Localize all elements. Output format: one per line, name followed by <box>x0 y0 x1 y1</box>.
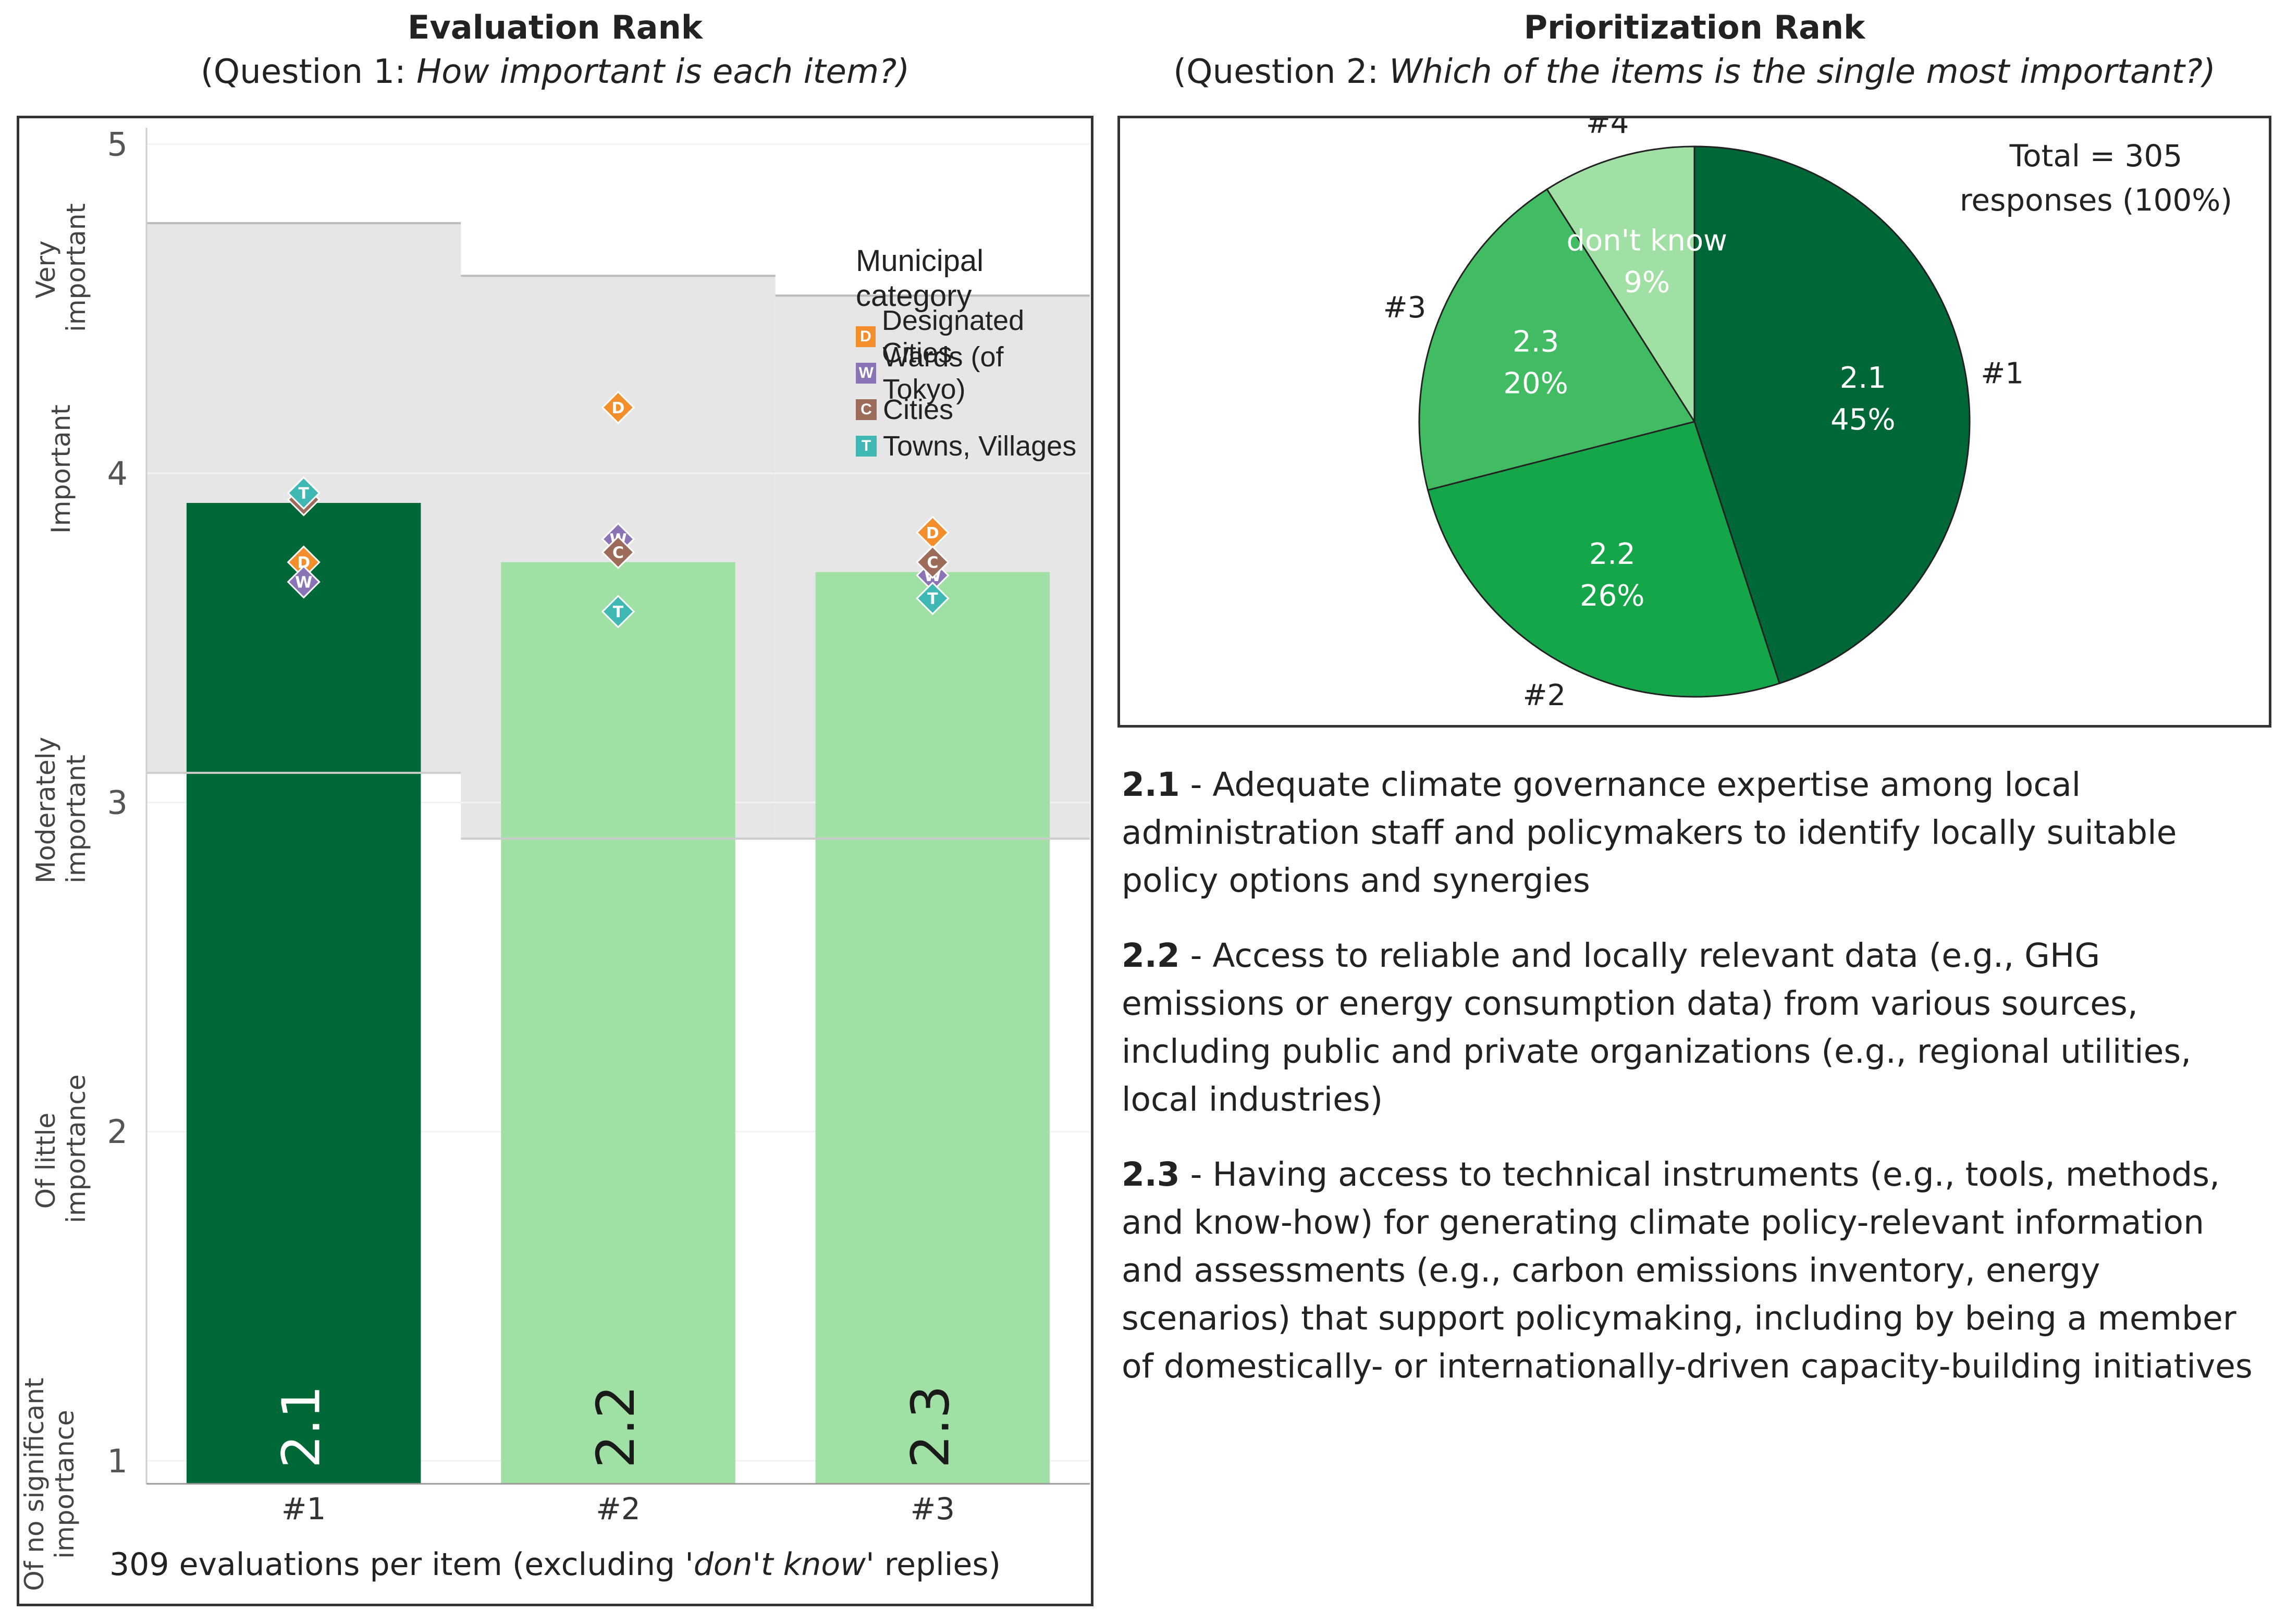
prioritization-pie-chart: #1 #2 #3 #4 2.1 45% 2.2 26% 2.3 20% don't know 9% <box>1383 118 2024 712</box>
y-tick-label: 3 <box>107 784 128 822</box>
left-sub-italic: How important is each item?) <box>416 53 910 91</box>
municipal-legend-title: Municipal category <box>856 244 984 313</box>
legend-swatch-w: W <box>856 363 877 384</box>
x-tick-label: #1 <box>281 1491 326 1527</box>
bar-label: 2.3 <box>900 1385 961 1468</box>
item-descriptions: 2.1 - Adequate climate governance expert… <box>1122 761 2268 1418</box>
description-2-2: 2.2 - Access to reliable and locally rel… <box>1122 932 2268 1124</box>
x-tick-label: #3 <box>911 1491 955 1527</box>
legend-label-wards: Wards (of Tokyo) <box>882 341 1004 405</box>
pie-rank-label: #3 <box>1383 291 1427 325</box>
pie-percent-label: 45% <box>1830 403 1895 437</box>
right-title-main: Prioritization Rank <box>1523 8 1865 46</box>
municipal-point-label: D <box>612 399 625 417</box>
footnote-italic: 'don't know' <box>685 1546 875 1583</box>
pie-slice <box>1418 188 1696 491</box>
municipal-point <box>916 545 950 579</box>
legend-label-towns: Towns, Villages <box>883 430 1077 462</box>
right-sub-prefix: (Question 2: <box>1173 53 1390 91</box>
municipal-point-label: T <box>927 590 938 608</box>
municipal-point-label: T <box>298 485 309 503</box>
y-tick-label: 4 <box>107 454 128 493</box>
legend-row-cities: C Cities <box>856 391 1091 428</box>
legend-label-designated: Designated Cities <box>881 305 1025 368</box>
municipal-point-label: W <box>295 574 312 592</box>
pie-percent-label: 20% <box>1503 366 1568 400</box>
right-sub-italic: Which of the items is the single most im… <box>1389 53 2216 91</box>
pie-item-label: don't know <box>1566 224 1727 258</box>
evaluation-footnote: 309 evaluations per item (excluding 'don… <box>19 1546 1091 1583</box>
municipal-point <box>601 595 635 629</box>
pie-percent-label: 9% <box>1624 266 1670 300</box>
y-tick-label: 2 <box>107 1113 128 1151</box>
pie-slice <box>1693 145 1971 685</box>
pie-total-note: Total = 305 responses (100%) <box>1960 134 2232 223</box>
municipal-point-label: C <box>927 554 938 572</box>
bar <box>815 572 1050 1484</box>
description-text: - Adequate climate governance expertise … <box>1122 766 2177 900</box>
ycat-moderately-important: Moderately important <box>31 736 91 883</box>
pie-rank-label: #4 <box>1586 118 1629 140</box>
legend-row-wards: W Wards (of Tokyo) <box>856 341 1091 405</box>
pie-item-label: 2.2 <box>1589 537 1636 571</box>
description-text: - Access to reliable and locally relevan… <box>1122 937 2192 1118</box>
pie-item-label: 2.1 <box>1840 361 1886 395</box>
left-title-sub: (Question 1: How important is each item?… <box>16 55 1095 89</box>
municipal-point-label: C <box>612 544 624 562</box>
bar-label: 2.2 <box>585 1385 646 1468</box>
pie-percent-label: 26% <box>1580 579 1644 613</box>
municipal-point <box>916 582 950 616</box>
ycat-of-little-importance: Of little importance <box>31 1074 91 1223</box>
description-text: - Having access to technical instruments… <box>1122 1155 2253 1385</box>
bar <box>501 562 735 1484</box>
ycat-very-important: Very important <box>31 203 91 332</box>
legend-row-designated: D Designated Cities <box>856 305 1091 368</box>
pie-rank-label: #2 <box>1523 679 1566 712</box>
left-title-main: Evaluation Rank <box>408 8 703 46</box>
description-2-1: 2.1 - Adequate climate governance expert… <box>1122 761 2268 905</box>
pie-slice <box>1546 145 1695 425</box>
right-title-sub: (Question 2: Which of the items is the s… <box>1119 55 2270 89</box>
legend-label-cities: Cities <box>883 394 954 425</box>
y-tick-label: 1 <box>107 1442 128 1480</box>
description-id: 2.3 <box>1122 1155 1180 1194</box>
municipal-point-label: D <box>926 524 939 543</box>
municipal-point <box>601 535 635 569</box>
left-title: Evaluation Rank (Question 1: How importa… <box>16 11 1095 89</box>
footnote-prefix: 309 evaluations per item (excluding <box>109 1546 685 1583</box>
legend-swatch-c: C <box>856 399 877 420</box>
legend-row-towns: T Towns, Villages <box>856 428 1091 464</box>
prioritization-panel: #1 #2 #3 #4 2.1 45% 2.2 26% 2.3 20% don't know 9% T… <box>1117 116 2271 728</box>
municipal-point <box>601 390 635 424</box>
pie-item-label: 2.3 <box>1513 325 1559 359</box>
x-tick-label: #2 <box>596 1491 641 1527</box>
left-sub-prefix: (Question 1: <box>200 53 416 91</box>
description-id: 2.1 <box>1122 766 1180 804</box>
pie-rank-label: #1 <box>1981 356 2024 390</box>
municipal-point <box>287 476 321 510</box>
municipal-point <box>287 565 321 599</box>
pie-total-line2: responses (100%) <box>1959 182 2232 218</box>
right-title: Prioritization Rank (Question 2: Which o… <box>1119 11 2270 89</box>
y-tick-label: 5 <box>107 126 128 164</box>
description-id: 2.2 <box>1122 937 1180 975</box>
pie-slice <box>1427 421 1781 698</box>
bar-label: 2.1 <box>271 1385 332 1468</box>
bar <box>186 502 421 1484</box>
municipal-point-label: T <box>613 603 624 621</box>
pie-total-line1: Total = 305 <box>2009 138 2183 174</box>
description-2-3: 2.3 - Having access to technical instrum… <box>1122 1151 2268 1391</box>
legend-swatch-d: D <box>856 326 876 347</box>
footnote-suffix: replies) <box>874 1546 1001 1583</box>
legend-swatch-t: T <box>856 436 877 457</box>
ycat-important: Important <box>46 404 76 534</box>
